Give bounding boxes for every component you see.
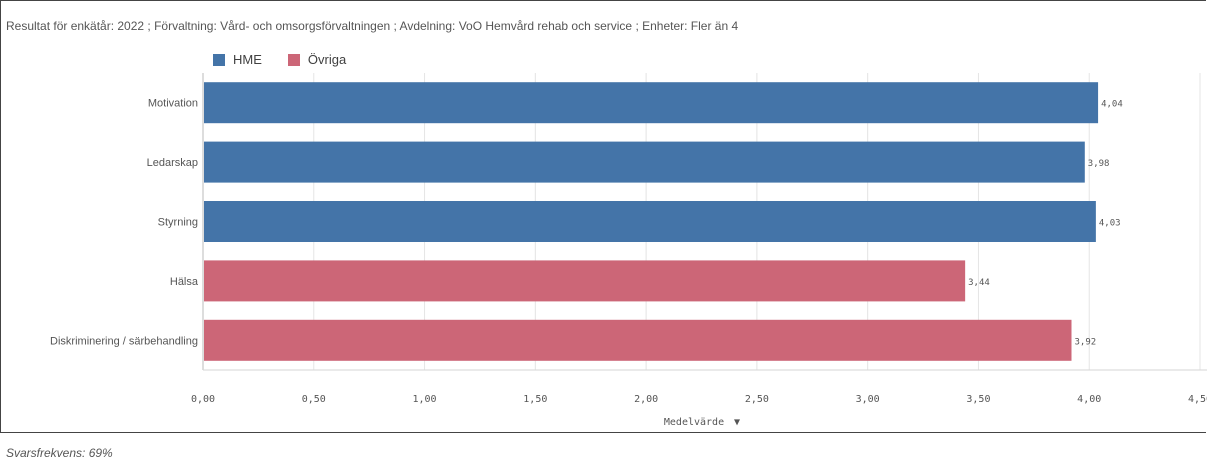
x-tick-label: 4,50 bbox=[1188, 394, 1207, 405]
legend-item-hme[interactable]: HME bbox=[213, 52, 262, 67]
x-tick-label: 2,00 bbox=[634, 394, 658, 405]
filter-summary: Resultat för enkätår: 2022 ; Förvaltning… bbox=[6, 19, 739, 33]
x-tick-label: 0,00 bbox=[191, 394, 215, 405]
legend-swatch-hme bbox=[213, 53, 225, 66]
x-tick-label: 1,50 bbox=[523, 394, 547, 405]
legend-label-ovriga: Övriga bbox=[307, 52, 347, 67]
legend-label-hme: HME bbox=[233, 52, 262, 67]
x-axis-title: Medelvärde bbox=[664, 417, 724, 428]
x-tick-label: 3,50 bbox=[966, 394, 990, 405]
bar[interactable] bbox=[204, 141, 1085, 183]
x-tick-label: 1,00 bbox=[413, 394, 437, 405]
value-label: 4,04 bbox=[1101, 100, 1123, 110]
legend-swatch-ovriga bbox=[287, 53, 300, 66]
category-label: Motivation bbox=[148, 98, 198, 110]
x-tick-label: 0,50 bbox=[302, 394, 326, 405]
value-label: 3,98 bbox=[1088, 159, 1110, 169]
legend-item-ovriga[interactable]: Övriga bbox=[287, 52, 347, 67]
response-rate: Svarsfrekvens: 69% bbox=[6, 446, 113, 460]
category-label: Hälsa bbox=[170, 276, 199, 288]
legend: HME Övriga bbox=[213, 52, 372, 67]
category-label: Ledarskap bbox=[147, 157, 198, 169]
x-tick-label: 3,00 bbox=[856, 394, 880, 405]
value-label: 3,44 bbox=[968, 278, 990, 288]
value-label: 3,92 bbox=[1074, 337, 1096, 347]
x-tick-label: 2,50 bbox=[745, 394, 769, 405]
sort-down-icon[interactable]: ▼ bbox=[734, 417, 740, 428]
value-label: 4,03 bbox=[1099, 219, 1121, 229]
category-label: Styrning bbox=[158, 217, 198, 229]
bar[interactable] bbox=[204, 260, 966, 302]
bar[interactable] bbox=[204, 201, 1096, 242]
bar[interactable] bbox=[204, 319, 1072, 361]
category-label: Diskriminering / särbehandling bbox=[50, 335, 198, 347]
chart-frame bbox=[0, 0, 1206, 433]
x-tick-label: 4,00 bbox=[1077, 394, 1101, 405]
bar[interactable] bbox=[204, 82, 1099, 124]
